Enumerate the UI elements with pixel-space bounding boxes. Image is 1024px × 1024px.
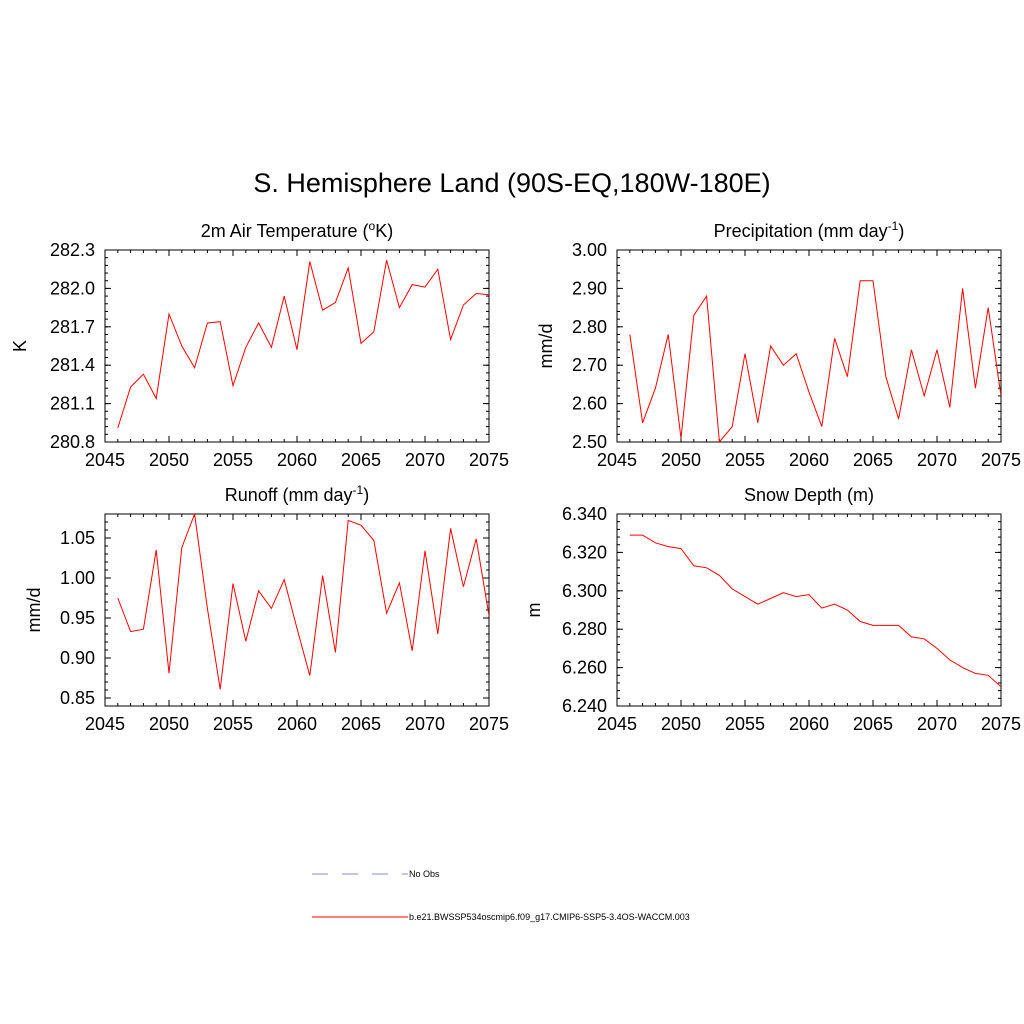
x-tick-label: 2070 [405, 714, 445, 734]
y-tick-label: 6.320 [562, 542, 607, 562]
y-tick-label: 281.7 [50, 317, 95, 337]
x-tick-label: 2055 [725, 714, 765, 734]
y-tick-label: 0.90 [60, 648, 95, 668]
panel-1: 2045 2050 2055 2060 2065 2070 2075 280.8 281.1 28… [10, 219, 509, 470]
y-axis-label: K [10, 340, 30, 352]
x-tick-label: 2055 [725, 450, 765, 470]
x-tick-label: 2045 [85, 714, 125, 734]
panel-2: 2045 2050 2055 2060 2065 2070 2075 2.50 2.60 2.70… [536, 219, 1021, 470]
y-tick-label: 6.340 [562, 504, 607, 524]
y-tick-label: 6.280 [562, 619, 607, 639]
x-tick-label: 2050 [149, 450, 189, 470]
series-line [117, 514, 489, 690]
y-tick-label: 2.50 [572, 432, 607, 452]
panel-title-main: Snow Depth (m) [744, 485, 874, 505]
y-axis-label: mm/d [24, 588, 44, 633]
figure-title: S. Hemisphere Land (90S-EQ,180W-180E) [253, 168, 771, 198]
panel-title-sup: -1 [353, 483, 364, 497]
x-tick-label: 2075 [981, 450, 1021, 470]
y-tick-label: 280.8 [50, 432, 95, 452]
x-tick-label: 2075 [981, 714, 1021, 734]
plot-frame [616, 513, 1002, 707]
x-tick-label: 2065 [853, 714, 893, 734]
x-tick-label: 2075 [469, 450, 509, 470]
y-tick-label: 6.260 [562, 658, 607, 678]
x-tick-label: 2050 [661, 714, 701, 734]
y-tick-label: 6.300 [562, 581, 607, 601]
panel-title-rest: ) [898, 221, 904, 241]
legend-obs-label: No Obs [409, 869, 440, 879]
panel-title-main: Precipitation (mm day [714, 221, 888, 241]
y-tick-label: 1.00 [60, 568, 95, 588]
x-tick-label: 2075 [469, 714, 509, 734]
plot-frame [616, 249, 1002, 443]
panels-group: 2045 2050 2055 2060 2065 2070 2075 280.8 281.1 28… [10, 219, 1021, 734]
panel-3: 2045 2050 2055 2060 2065 2070 2075 0.85 0.90 0.95… [24, 483, 509, 734]
panel-title: Precipitation (mm day-1) [714, 219, 905, 241]
x-tick-label: 2060 [789, 450, 829, 470]
legend-model-label: b.e21.BWSSP534oscmip6.f09_g17.CMIP6-SSP5… [409, 912, 690, 922]
y-tick-label: 1.05 [60, 528, 95, 548]
x-tick-label: 2050 [149, 714, 189, 734]
y-tick-label: 2.90 [572, 278, 607, 298]
panel-title-rest: ) [363, 485, 369, 505]
y-axis-label: m [524, 603, 544, 618]
x-tick-label: 2055 [213, 714, 253, 734]
series-line [629, 534, 1001, 688]
x-tick-label: 2065 [853, 450, 893, 470]
x-tick-label: 2060 [277, 714, 317, 734]
y-axis-label: mm/d [536, 324, 556, 369]
x-tick-label: 2060 [789, 714, 829, 734]
panel-title-sup: o [369, 219, 376, 233]
x-tick-label: 2045 [85, 450, 125, 470]
y-tick-label: 2.70 [572, 355, 607, 375]
y-tick-label: 282.0 [50, 278, 95, 298]
panel-title: Snow Depth (m) [744, 485, 874, 505]
x-tick-label: 2070 [917, 714, 957, 734]
panel-4: 2045 2050 2055 2060 2065 2070 2075 6.240 6.260 6.… [524, 485, 1021, 734]
series-line [629, 280, 1001, 442]
y-tick-label: 2.60 [572, 394, 607, 414]
y-tick-label: 281.1 [50, 394, 95, 414]
series-line [117, 260, 489, 429]
x-tick-label: 2065 [341, 714, 381, 734]
y-tick-label: 0.95 [60, 608, 95, 628]
x-tick-label: 2045 [597, 450, 637, 470]
x-tick-label: 2045 [597, 714, 637, 734]
y-tick-label: 0.85 [60, 688, 95, 708]
x-tick-label: 2060 [277, 450, 317, 470]
y-tick-label: 6.240 [562, 696, 607, 716]
y-tick-label: 281.4 [50, 355, 95, 375]
x-tick-label: 2065 [341, 450, 381, 470]
panel-title-sup: -1 [888, 219, 899, 233]
panel-title-rest: K) [375, 221, 393, 241]
panel-title-main: 2m Air Temperature ( [201, 221, 369, 241]
x-tick-label: 2070 [917, 450, 957, 470]
legend: No Obs b.e21.BWSSP534oscmip6.f09_g17.CMI… [312, 869, 690, 922]
x-tick-label: 2070 [405, 450, 445, 470]
y-tick-label: 282.3 [50, 240, 95, 260]
x-tick-label: 2055 [213, 450, 253, 470]
x-tick-label: 2050 [661, 450, 701, 470]
y-tick-label: 3.00 [572, 240, 607, 260]
panel-title-main: Runoff (mm day [225, 485, 353, 505]
y-tick-label: 2.80 [572, 317, 607, 337]
panel-title: Runoff (mm day-1) [225, 483, 369, 505]
panel-title: 2m Air Temperature (oK) [201, 219, 393, 241]
